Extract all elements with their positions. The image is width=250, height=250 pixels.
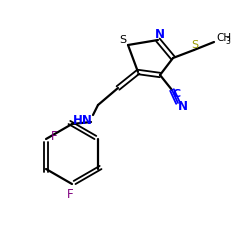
- Text: N: N: [178, 100, 188, 112]
- Text: 3: 3: [226, 36, 230, 46]
- Text: CH: CH: [216, 33, 231, 43]
- Text: S: S: [120, 35, 126, 45]
- Text: F: F: [51, 130, 57, 143]
- Text: F: F: [67, 188, 73, 200]
- Text: HN: HN: [73, 114, 93, 126]
- Text: C: C: [173, 89, 181, 99]
- Text: N: N: [155, 28, 165, 40]
- Text: S: S: [192, 40, 198, 50]
